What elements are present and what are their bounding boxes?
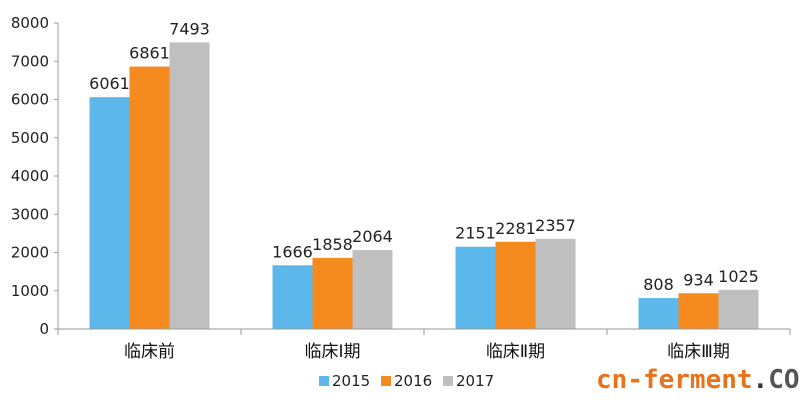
y-tick-label: 4000 (11, 167, 49, 185)
y-axis: 0 1000 2000 3000 4000 5000 6000 7000 8000 (11, 14, 59, 338)
y-tick-label: 7000 (11, 52, 49, 70)
bar-2015-2 (272, 265, 313, 329)
y-tick-label: 1000 (11, 282, 49, 300)
bar-2016-1 (129, 66, 170, 330)
y-tick-label: 2000 (11, 244, 49, 262)
legend-swatch-2017 (443, 376, 453, 386)
data-labels: 6061 6861 7493 1666 1858 2064 2151 2281 2357 808 9… (89, 19, 759, 294)
x-category-label: 临床Ⅲ期 (667, 342, 730, 362)
data-label: 2064 (352, 227, 393, 246)
data-label: 7493 (169, 19, 210, 38)
legend-label: 2017 (456, 372, 494, 390)
y-tick-label: 6000 (11, 91, 49, 109)
legend-swatch-2015 (319, 376, 329, 386)
x-category-label: 临床Ⅰ期 (304, 342, 360, 362)
watermark-prefix: cn-ferment (596, 365, 753, 395)
data-label: 2357 (535, 216, 576, 235)
bar-2016-4 (678, 293, 719, 329)
data-label: 808 (643, 275, 674, 294)
watermark: cn-ferment.COM (596, 365, 800, 395)
bar-2015-4 (638, 298, 679, 329)
watermark-dot: . (753, 365, 769, 395)
data-label: 1858 (312, 235, 353, 254)
bar-2016-2 (312, 257, 353, 329)
bar-2017-1 (169, 42, 210, 329)
x-category-label: 临床Ⅱ期 (486, 342, 545, 362)
bar-2017-3 (535, 238, 576, 329)
bar-2017-2 (352, 250, 393, 329)
bars (89, 42, 759, 330)
data-label: 2151 (455, 224, 496, 243)
data-label: 1666 (272, 242, 313, 261)
legend-label: 2016 (394, 372, 432, 390)
x-axis: 临床前 临床Ⅰ期 临床Ⅱ期 临床Ⅲ期 (57, 328, 791, 362)
x-category-label: 临床前 (124, 342, 175, 362)
y-tick-label: 0 (39, 320, 49, 338)
bar-2016-3 (495, 241, 536, 329)
bar-2015-1 (89, 97, 130, 329)
legend-label: 2015 (332, 372, 370, 390)
data-label: 6061 (89, 74, 130, 93)
data-label: 6861 (129, 44, 170, 63)
y-tick-label: 5000 (11, 129, 49, 147)
y-tick-label: 8000 (11, 14, 49, 32)
legend-swatch-2016 (381, 376, 391, 386)
bar-2017-4 (718, 289, 759, 329)
legend: 2015 2016 2017 (319, 372, 494, 390)
data-label: 2281 (495, 219, 536, 238)
data-label: 934 (683, 270, 714, 289)
y-tick-label: 3000 (11, 205, 49, 223)
watermark-suffix: COM (768, 365, 800, 395)
bar-2015-3 (455, 246, 496, 329)
data-label: 1025 (718, 267, 759, 286)
